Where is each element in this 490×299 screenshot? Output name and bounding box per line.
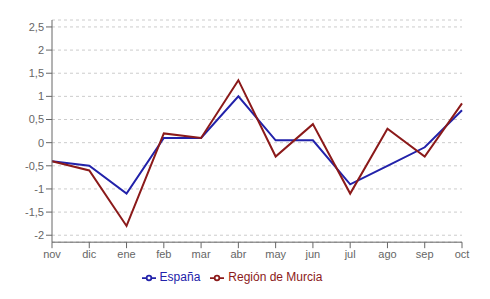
html-text:España: España <box>159 270 201 285</box>
svg-text:1: 1 <box>38 90 44 102</box>
svg-text:-1: -1 <box>34 183 44 195</box>
svg-text:1,5: 1,5 <box>29 67 44 79</box>
svg-text:ago: ago <box>378 248 396 260</box>
svg-text:2: 2 <box>38 44 44 56</box>
svg-text:jun: jun <box>305 248 321 260</box>
svg-text:dic: dic <box>82 248 97 260</box>
svg-text:mar: mar <box>192 248 211 260</box>
svg-text:feb: feb <box>156 248 171 260</box>
svg-text:ene: ene <box>117 248 135 260</box>
svg-text:-1,5: -1,5 <box>25 206 44 218</box>
svg-text:may: may <box>265 248 286 260</box>
svg-text:oct: oct <box>455 248 470 260</box>
svg-text:abr: abr <box>230 248 246 260</box>
svg-text:-0,5: -0,5 <box>25 160 44 172</box>
svg-text:nov: nov <box>43 248 61 260</box>
svg-text:sep: sep <box>416 248 434 260</box>
svg-text:jul: jul <box>344 248 356 260</box>
html-text:Región de Murcia: Región de Murcia <box>228 270 323 285</box>
svg-text:2,5: 2,5 <box>29 21 44 33</box>
svg-text:0,5: 0,5 <box>29 113 44 125</box>
svg-text:-2: -2 <box>34 229 44 241</box>
svg-text:0: 0 <box>38 137 44 149</box>
